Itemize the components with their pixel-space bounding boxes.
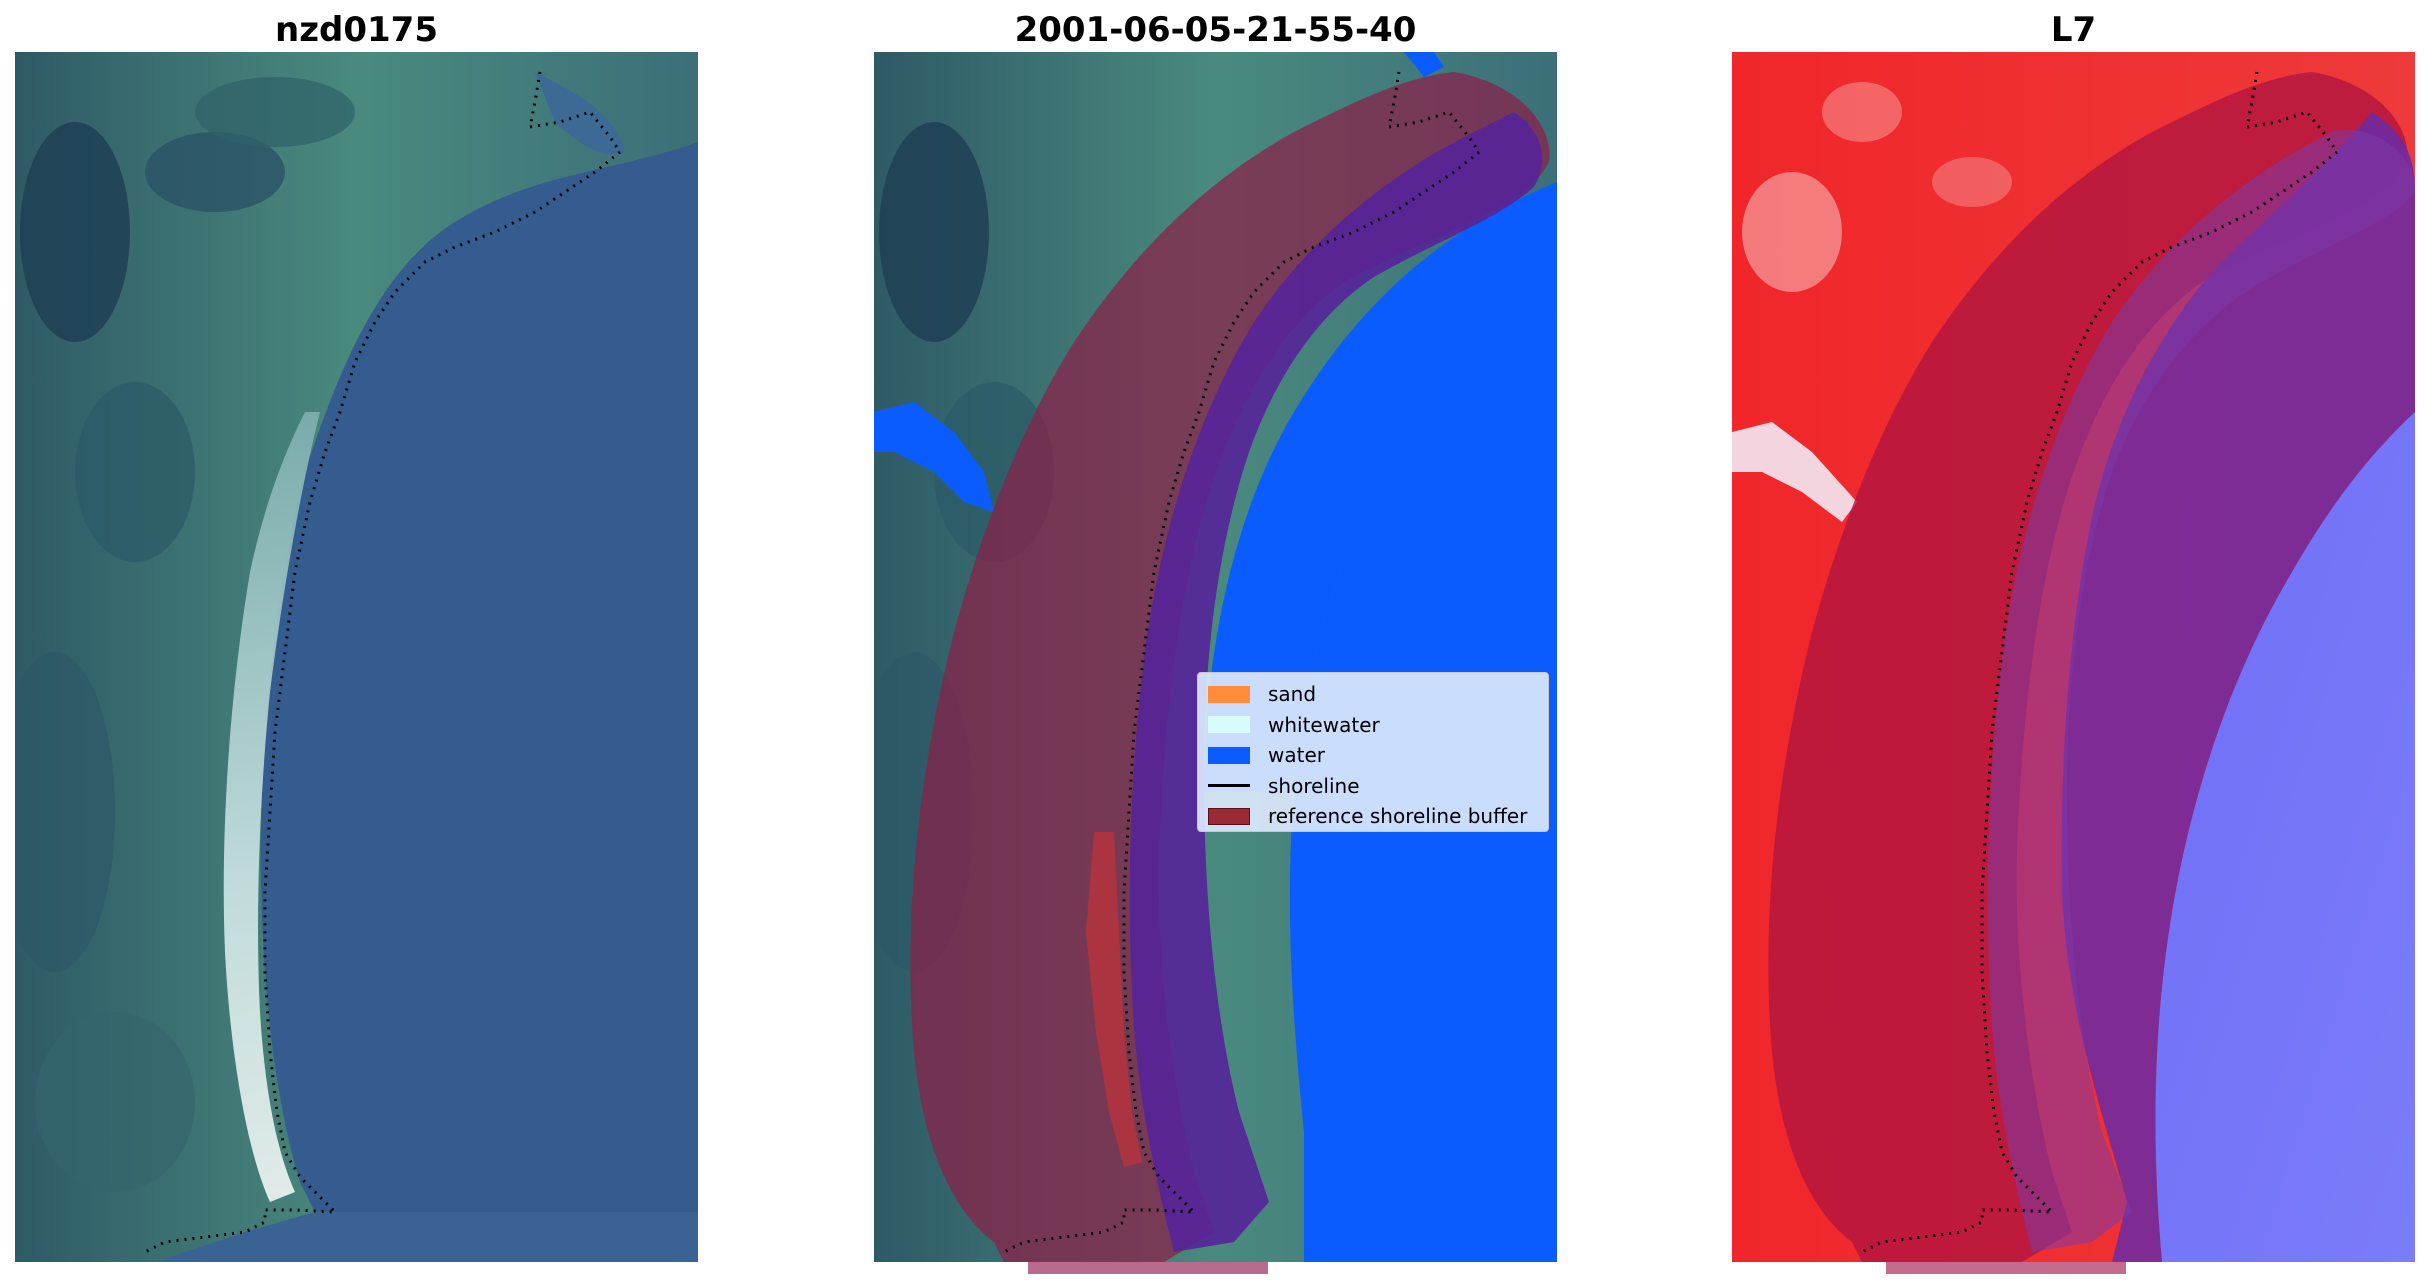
legend-label: water	[1268, 743, 1325, 768]
legend-item-sand: sand	[1208, 679, 1538, 710]
buffer-swatch	[1208, 807, 1250, 825]
index-map-image	[1732, 52, 2415, 1262]
legend: sand whitewater water shoreline referenc…	[1197, 672, 1549, 832]
legend-label: shoreline	[1268, 773, 1360, 798]
panel-title-center: 2001-06-05-21-55-40	[1014, 10, 1417, 50]
legend-item-buffer: reference shoreline buffer	[1208, 801, 1538, 832]
buffer-overflow-center	[1028, 1262, 1268, 1274]
rgb-image-panel	[15, 52, 698, 1262]
legend-item-water: water	[1208, 740, 1538, 771]
buffer-overflow-right	[1886, 1262, 2126, 1274]
legend-label: sand	[1268, 682, 1317, 707]
sand-swatch	[1208, 685, 1250, 703]
index-map-panel	[1732, 52, 2415, 1262]
legend-item-whitewater: whitewater	[1208, 710, 1538, 741]
rgb-satellite-image	[15, 52, 698, 1262]
legend-label: whitewater	[1268, 712, 1380, 737]
legend-label: reference shoreline buffer	[1268, 804, 1528, 829]
classification-image	[874, 52, 1557, 1262]
classification-panel	[874, 52, 1557, 1262]
legend-item-shoreline: shoreline	[1208, 771, 1538, 802]
whitewater-swatch	[1208, 716, 1250, 734]
panel-title-left: nzd0175	[275, 10, 438, 50]
water-swatch	[1208, 746, 1250, 764]
panel-title-right: L7	[2050, 10, 2097, 50]
shoreline-line-swatch	[1208, 784, 1250, 788]
